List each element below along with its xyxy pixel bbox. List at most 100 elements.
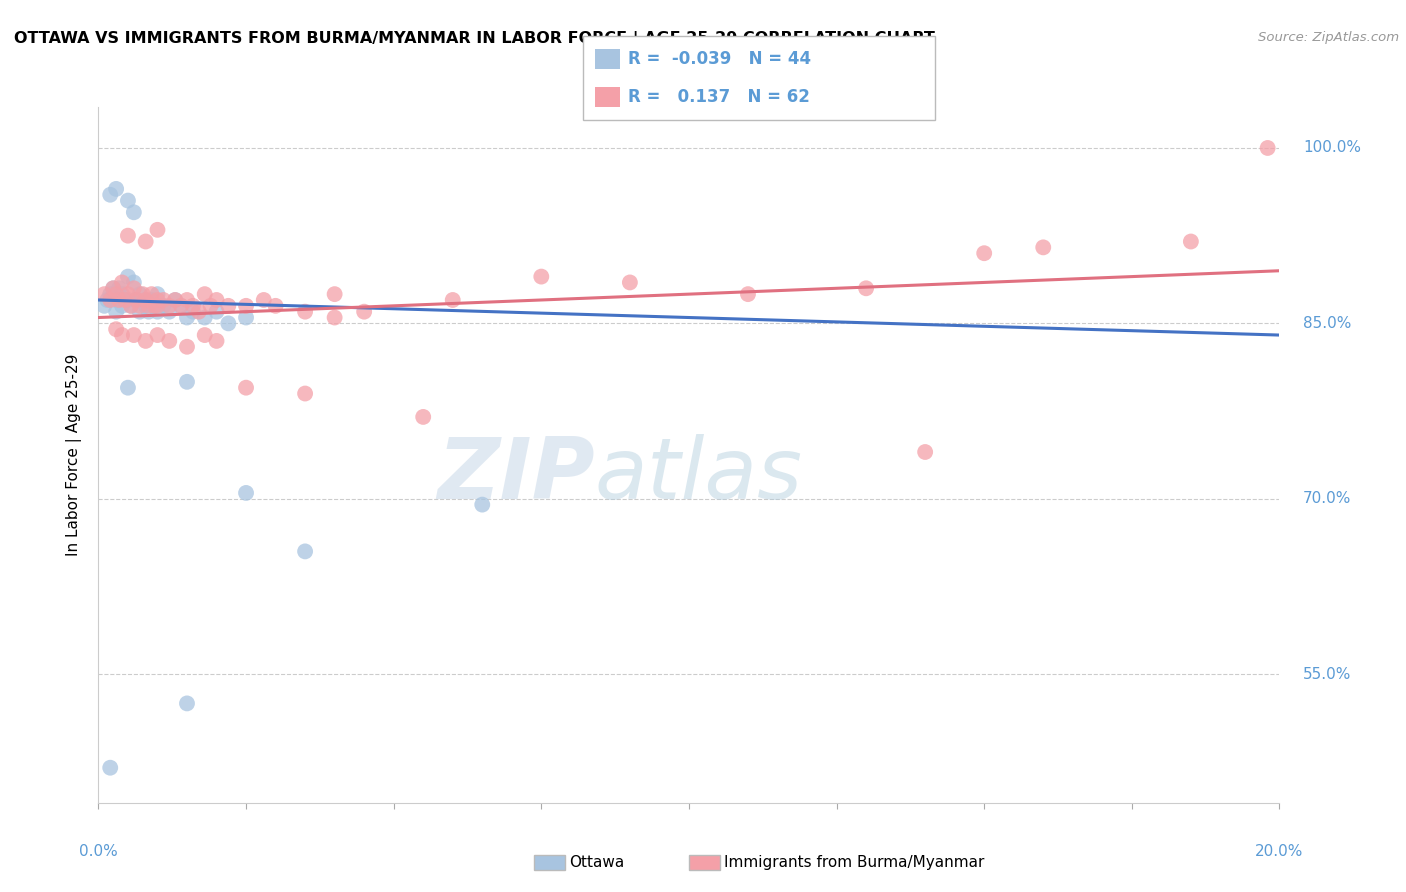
Point: [122, 328, 145, 343]
Point: [217, 299, 239, 313]
Point: [200, 299, 222, 313]
Point: [205, 334, 228, 348]
Point: [176, 375, 198, 389]
Point: [294, 386, 316, 401]
Point: [157, 334, 180, 348]
Point: [176, 340, 198, 354]
Point: [194, 310, 217, 325]
Point: [152, 293, 174, 307]
Point: [117, 293, 139, 307]
Point: [146, 223, 169, 237]
Point: [128, 299, 150, 313]
Point: [323, 310, 346, 325]
Point: [120, 299, 142, 313]
Point: [117, 287, 139, 301]
Text: 20.0%: 20.0%: [1256, 844, 1303, 859]
Text: ZIP: ZIP: [437, 434, 595, 517]
Point: [157, 299, 180, 313]
Point: [103, 281, 125, 295]
Point: [235, 310, 257, 325]
Point: [105, 182, 128, 196]
Point: [132, 287, 155, 301]
Point: [93, 299, 115, 313]
Point: [122, 205, 145, 219]
Point: [176, 293, 198, 307]
Point: [323, 287, 346, 301]
Point: [105, 304, 128, 318]
Point: [1180, 235, 1202, 249]
Point: [152, 299, 174, 313]
Point: [855, 281, 877, 295]
Point: [117, 228, 139, 243]
Point: [146, 287, 169, 301]
Point: [235, 381, 257, 395]
Point: [187, 304, 209, 318]
Point: [181, 304, 204, 318]
Point: [181, 299, 204, 313]
Point: [157, 304, 180, 318]
Y-axis label: In Labor Force | Age 25-29: In Labor Force | Age 25-29: [66, 354, 83, 556]
Point: [98, 761, 121, 775]
Point: [176, 310, 198, 325]
Text: OTTAWA VS IMMIGRANTS FROM BURMA/MYANMAR IN LABOR FORCE | AGE 25-29 CORRELATION C: OTTAWA VS IMMIGRANTS FROM BURMA/MYANMAR …: [14, 31, 935, 47]
Text: R =  -0.039   N = 44: R = -0.039 N = 44: [628, 50, 811, 68]
Point: [135, 293, 157, 307]
Text: 0.0%: 0.0%: [79, 844, 118, 859]
Text: R =   0.137   N = 62: R = 0.137 N = 62: [628, 88, 810, 106]
Point: [125, 293, 148, 307]
Point: [141, 293, 163, 307]
Point: [120, 299, 142, 313]
Point: [111, 328, 134, 343]
Text: 70.0%: 70.0%: [1303, 491, 1351, 507]
Text: Ottawa: Ottawa: [569, 855, 624, 870]
Point: [205, 304, 228, 318]
Point: [235, 486, 257, 500]
Point: [353, 304, 375, 318]
Text: Immigrants from Burma/Myanmar: Immigrants from Burma/Myanmar: [724, 855, 984, 870]
Point: [165, 293, 187, 307]
Point: [93, 287, 115, 301]
Point: [105, 287, 128, 301]
Point: [146, 328, 169, 343]
Point: [135, 235, 157, 249]
Point: [105, 322, 128, 336]
Point: [138, 304, 160, 318]
Point: [114, 293, 136, 307]
Point: [170, 299, 193, 313]
Point: [217, 317, 239, 331]
Point: [122, 276, 145, 290]
Point: [412, 409, 434, 424]
Point: [135, 299, 157, 313]
Point: [619, 276, 641, 290]
Point: [973, 246, 995, 260]
Point: [1032, 240, 1054, 254]
Point: [143, 299, 166, 313]
Point: [117, 194, 139, 208]
Point: [294, 544, 316, 558]
Point: [117, 269, 139, 284]
Text: 100.0%: 100.0%: [1303, 140, 1361, 155]
Point: [441, 293, 464, 307]
Point: [194, 287, 217, 301]
Point: [530, 269, 553, 284]
Point: [235, 299, 257, 313]
Point: [264, 299, 287, 313]
Point: [176, 697, 198, 711]
Point: [128, 304, 150, 318]
Point: [108, 281, 131, 295]
Point: [98, 287, 121, 301]
Text: 55.0%: 55.0%: [1303, 666, 1351, 681]
Point: [165, 293, 187, 307]
Point: [146, 293, 169, 307]
Point: [98, 293, 121, 307]
Point: [143, 299, 166, 313]
Point: [141, 287, 163, 301]
Point: [111, 287, 134, 301]
Point: [96, 293, 118, 307]
Point: [138, 299, 160, 313]
Point: [1257, 141, 1279, 155]
Point: [737, 287, 759, 301]
Point: [471, 498, 494, 512]
Point: [111, 299, 134, 313]
Point: [105, 293, 128, 307]
